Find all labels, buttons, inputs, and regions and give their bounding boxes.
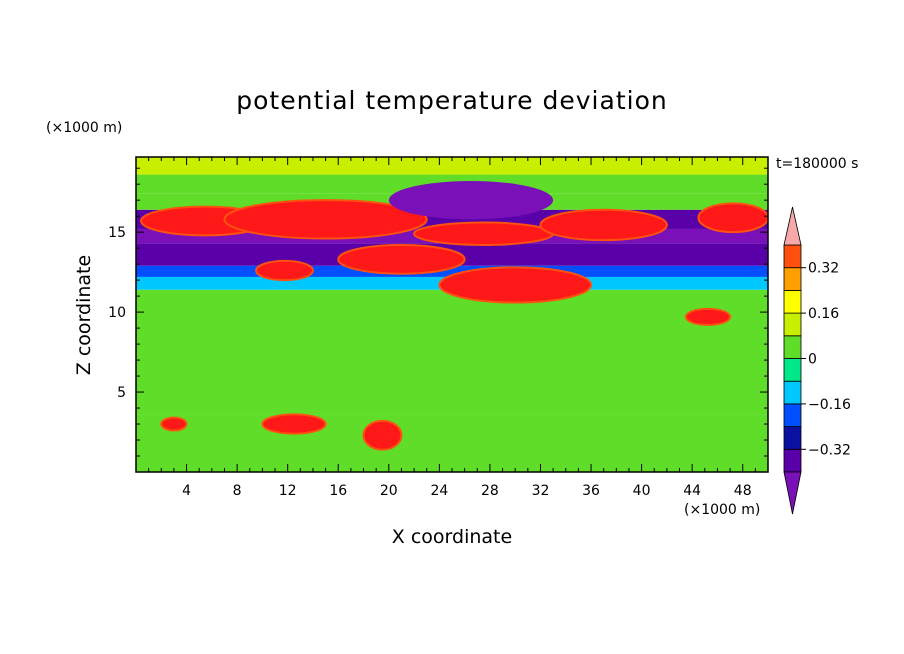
contour-feature [697,202,768,234]
contour-feature [539,208,668,242]
colorbar-segment [783,403,802,427]
contour-feature [136,318,768,410]
colorbar-label: 0.32 [808,261,839,277]
contour-band [136,265,768,277]
y-axis-unit: (×1000 m) [46,120,123,136]
colorbar-segment [783,244,802,269]
contour-feature [684,307,732,326]
x-axis-unit: (×1000 m) [684,502,761,518]
colorbar-top-arrow [783,206,802,246]
x-axis: 4 8 12 16 20 24 28 32 36 40 44 48 [148,157,756,499]
colorbar-label: 0.16 [808,306,839,322]
x-tick-label: 16 [329,483,347,499]
x-tick-label: 36 [582,483,600,499]
y-axis: 5 10 15 [108,167,768,457]
contour-feature [362,419,403,451]
contour-feature [223,199,428,240]
y-tick-label: 5 [117,385,126,401]
contour-feature [337,243,466,275]
contour-band [136,289,768,303]
colorbar-segment [783,267,802,291]
time-label: t=180000 s [776,156,859,172]
contour-feature [438,266,593,304]
contour-feature [261,413,327,435]
colorbar-label: 0 [808,352,817,368]
colorbar-segment [783,448,802,473]
contour-feature [160,416,188,432]
contour-feature [413,221,555,246]
colorbar: 0.32 0.16 0 −0.16 −0.32 [783,206,851,515]
colorbar-segment [783,426,802,450]
x-tick-label: 44 [683,483,701,499]
contour-band [136,157,768,175]
colorbar-segment [783,289,802,314]
contour-feature [388,180,554,220]
colorbar-segment [783,380,802,405]
colorbar-label: −0.32 [808,442,851,458]
colorbar-bottom-arrow [783,471,802,515]
colorbar-label: −0.16 [808,397,851,413]
x-tick-label: 32 [532,483,550,499]
x-tick-label: 40 [633,483,651,499]
contour-field [136,157,768,472]
x-tick-label: 12 [279,483,297,499]
x-tick-label: 20 [380,483,398,499]
contour-feature [255,259,314,282]
x-tick-label: 28 [481,483,499,499]
colorbar-segment [783,312,802,337]
x-axis-label: X coordinate [391,526,513,548]
colorbar-segment [783,335,802,359]
y-tick-label: 15 [108,225,126,241]
chart-title: potential temperature deviation [236,86,668,115]
y-tick-label: 10 [108,305,126,321]
x-tick-label: 48 [734,483,752,499]
x-tick-label: 8 [233,483,242,499]
colorbar-segment [783,358,802,382]
x-tick-label: 4 [182,483,191,499]
x-tick-label: 24 [430,483,448,499]
contour-band [136,414,768,472]
